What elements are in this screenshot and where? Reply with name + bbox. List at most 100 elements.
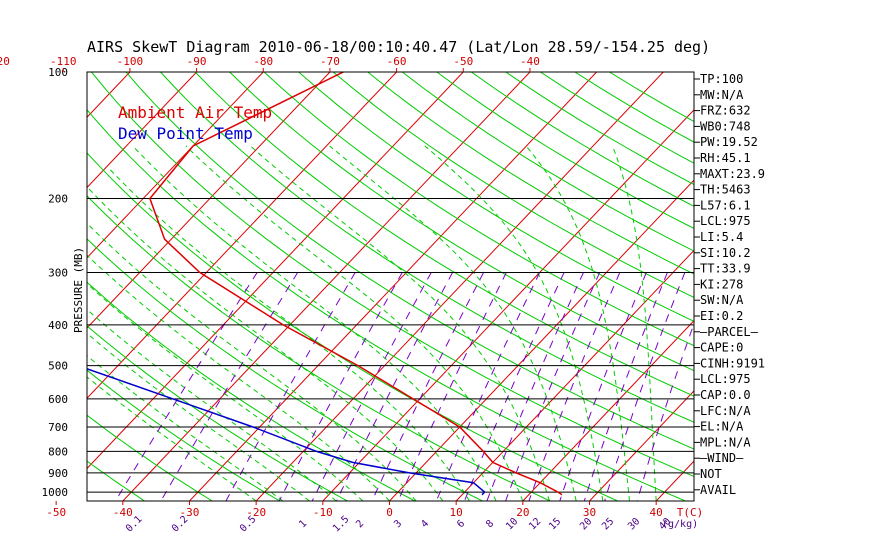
moist-adiabat-line (87, 376, 257, 501)
index-entry: PW:19.52 (700, 135, 758, 149)
dry-adiabat-line (91, 72, 694, 478)
moist-adiabat-line (612, 145, 657, 501)
isotherm-line (189, 72, 597, 501)
dry-adiabat-line (436, 72, 694, 229)
mixing-ratio-tick-label: 2 (354, 518, 366, 530)
mixing-ratio-unit-label: (g/kg) (662, 519, 698, 530)
index-entry: MPL:N/A (700, 435, 751, 449)
dry-adiabat-line (332, 72, 694, 299)
index-entry: KI:278 (700, 277, 743, 291)
index-entry: TP:100 (700, 72, 743, 86)
index-entry: NOT (700, 467, 722, 481)
dry-adiabat-line (125, 72, 694, 450)
isotherm-line (87, 72, 331, 329)
mixing-ratio-tick-label: 6 (455, 518, 467, 530)
pressure-tick-label: 600 (48, 393, 68, 406)
dry-adiabat-line (194, 72, 694, 397)
mixing-ratio-tick-label: 15 (547, 516, 563, 532)
moist-adiabat-line (525, 145, 630, 501)
isotherm-line (589, 390, 694, 501)
isotherm-line (87, 72, 197, 189)
temperature-line (149, 72, 563, 496)
moist-adiabat-line (87, 332, 310, 501)
mixing-ratio-line (583, 272, 668, 501)
mixing-ratio-line (114, 272, 258, 501)
mixing-ratio-tick-label: 3 (392, 518, 404, 530)
mixing-ratio-tick-label: 30 (626, 516, 642, 532)
dry-adiabat-line (160, 72, 694, 423)
isotherm-line (87, 72, 397, 399)
index-entry: FRZ:632 (700, 104, 751, 118)
top-temp-tick-label: -100 (117, 55, 144, 68)
plot-frame (86, 71, 695, 502)
isotherm-line (655, 460, 694, 501)
index-entry: MAXT:23.9 (700, 167, 765, 181)
mixing-ratio-line (505, 272, 601, 501)
index-entry: CINH:9191 (700, 356, 765, 370)
index-entry: SW:N/A (700, 293, 744, 307)
plot-grid (0, 72, 870, 501)
mixing-ratio-tick-label: 1.5 (331, 514, 352, 535)
pressure-tick-label: 700 (48, 421, 68, 434)
dry-adiabat-line (87, 152, 619, 501)
moist-adiabat-line (329, 145, 577, 501)
bottom-temp-tick-label: -20 (246, 506, 266, 519)
isotherm-line (87, 72, 464, 470)
dry-adiabat-line (263, 72, 694, 347)
isotherm-line (122, 72, 531, 501)
bottom-temp-tick-label: 20 (516, 506, 529, 519)
index-entry: WB0:748 (700, 119, 751, 133)
bottom-temp-tick-label: 10 (450, 506, 463, 519)
isotherm-line (87, 72, 264, 259)
index-entry: L57:6.1 (700, 198, 751, 212)
index-entry: SI:10.2 (700, 246, 751, 260)
moist-adiabat-line (87, 222, 417, 501)
bottom-temp-tick-label: 40 (650, 506, 663, 519)
top-temp-tick-label: -80 (253, 55, 273, 68)
mixing-ratio-tick-label: 12 (527, 516, 543, 532)
index-entry: LCL:975 (700, 214, 751, 228)
index-entry: LFC:N/A (700, 404, 751, 418)
mixing-ratio-line (371, 272, 485, 501)
moist-adiabat-line (87, 355, 284, 501)
isotherm-line (790, 72, 870, 501)
pressure-tick-label: 500 (48, 360, 68, 373)
mixing-ratio-line (225, 272, 356, 501)
bottom-temp-tick-label: 0 (386, 506, 393, 519)
top-temp-tick-label: -110 (50, 55, 77, 68)
mixing-ratio-tick-label: 4 (419, 518, 431, 530)
bottom-temp-tick-label: 30 (583, 506, 596, 519)
pressure-tick-label: 400 (48, 319, 68, 332)
moist-adiabat-line (87, 282, 364, 501)
pressure-tick-label: 300 (48, 266, 68, 279)
index-entry: LCL:975 (700, 372, 751, 386)
dry-adiabat-line (87, 108, 686, 501)
mixing-ratio-tick-label: 1 (297, 518, 309, 530)
index-entry: RH:45.1 (700, 151, 751, 165)
mixing-ratio-line (559, 272, 647, 501)
top-temp-tick-label: -60 (387, 55, 407, 68)
dry-adiabat-line (87, 414, 213, 501)
mixing-ratio-tick-label: 25 (600, 516, 616, 532)
dry-adiabat-line (0, 72, 9, 501)
top-temp-tick-label: -90 (187, 55, 207, 68)
top-temp-tick-label: -40 (520, 55, 540, 68)
dry-adiabat-line (87, 281, 416, 501)
mixing-ratio-line (311, 272, 432, 501)
moist-adiabat-line (424, 145, 604, 501)
index-entry: CAP:0.0 (700, 388, 751, 402)
index-entry: —WIND— (700, 451, 744, 465)
mixing-ratio-line (397, 272, 507, 501)
top-temp-tick-label: -120 (0, 55, 10, 68)
mixing-ratio-line (604, 272, 686, 501)
moist-adiabat-line (185, 145, 524, 501)
axes: 1002003004005006007008009001000-120-110-… (0, 55, 703, 535)
bottom-temp-tick-label: -50 (46, 506, 66, 519)
bottom-temp-tick-label: -40 (113, 506, 133, 519)
pressure-tick-label: 800 (48, 445, 68, 458)
mixing-ratio-line (636, 322, 694, 501)
pressure-tick-label: 200 (48, 192, 68, 205)
moist-adiabat-line (109, 168, 470, 501)
